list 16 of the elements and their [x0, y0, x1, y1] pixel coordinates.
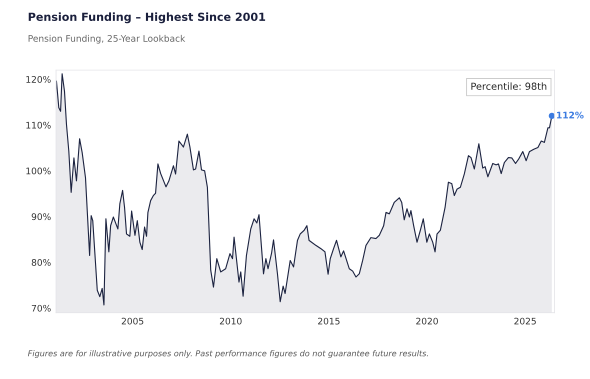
chart-subtitle: Pension Funding, 25-Year Lookback — [28, 34, 186, 44]
y-tick-label: 120% — [26, 76, 51, 83]
y-tick-label: 100% — [26, 168, 51, 174]
x-tick-label: 2025 — [514, 318, 536, 325]
x-tick-label: 2015 — [318, 318, 340, 325]
y-tick-label: 70% — [32, 304, 51, 312]
y-tick-label: 110% — [26, 122, 51, 129]
x-tick-label: 2005 — [122, 318, 144, 325]
annotation: Percentile: 98th — [471, 82, 546, 90]
annotation: 112% — [557, 112, 584, 118]
x-tick-label: 2010 — [220, 318, 242, 325]
y-tick-label: 90% — [32, 213, 51, 220]
chart-title: Pension Funding – Highest Since 2001 — [28, 12, 266, 24]
x-tick-label: 2020 — [416, 318, 438, 325]
y-tick-label: 80% — [32, 259, 51, 266]
text: Figures are for illustrative purposes only. Past performance figures do not guarantee future results. — [28, 350, 428, 358]
